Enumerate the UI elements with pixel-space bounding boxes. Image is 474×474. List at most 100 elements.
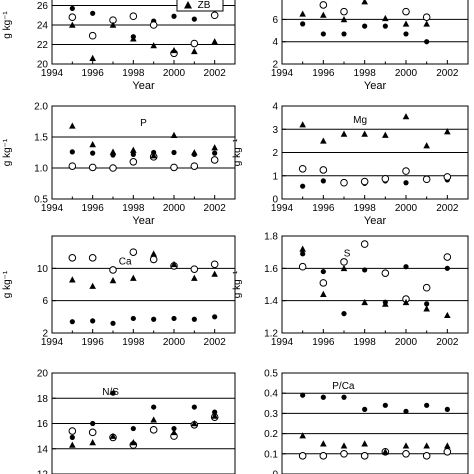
x-tick-label: 1998 [122, 68, 145, 79]
data-point-open-circle [149, 426, 158, 434]
plot-frame [281, 372, 469, 474]
panel-1: 20 22 24 26 1994 1996 1998 2000 2002 Year g kg⁻¹ ZB [2, 0, 236, 92]
data-point-triangle [382, 448, 389, 455]
panel-6: 1.2 1.4 1.6 1.8 1994 1996 1998 2000 2002 g kg⁻¹ S [232, 232, 469, 348]
data-point-triangle [89, 439, 96, 446]
data-point-open-circle [210, 11, 219, 20]
data-point-open-circle [149, 255, 158, 264]
data-point-filled-circle [130, 315, 136, 322]
y-tick-label: 2.0 [34, 102, 48, 113]
y-tick-label: 6 [42, 296, 48, 307]
data-point-triangle [89, 141, 96, 148]
panel-3: 0.5 1.0 1.5 2.0 1994 1996 1998 2000 2002 Year g kg… [2, 102, 236, 227]
x-tick-label: 2000 [163, 68, 186, 79]
data-point-triangle [69, 276, 76, 283]
data-point-triangle [320, 440, 327, 447]
data-point-filled-circle [444, 406, 450, 412]
data-point-triangle [150, 416, 157, 423]
x-tick-label: 2002 [204, 337, 227, 348]
data-point-open-circle [422, 452, 431, 460]
y-axis-label: g kg⁻¹ [232, 138, 243, 166]
y-tick-label: 0 [272, 470, 278, 474]
data-point-triangle [423, 20, 430, 27]
data-point-triangle [340, 442, 348, 449]
data-point-triangle [150, 250, 157, 257]
y-tick-label: 14 [37, 444, 49, 455]
data-point-filled-circle [110, 390, 116, 396]
data-point-triangle [382, 300, 389, 307]
y-axis-label: g kg⁻¹ [232, 270, 243, 298]
y-tick-label: 0.4 [264, 389, 278, 400]
data-point-filled-circle [424, 402, 430, 408]
y-tick-label: 18 [37, 394, 49, 405]
data-point-triangle [191, 420, 198, 427]
y-tick-label: 10 [37, 264, 49, 275]
data-point-triangle [382, 14, 389, 22]
plot-frame [281, 0, 469, 65]
data-point-filled-circle [300, 21, 306, 27]
data-point-filled-circle [191, 16, 197, 22]
data-point-triangle [211, 144, 218, 151]
data-point-filled-circle [424, 39, 430, 45]
x-axis-label: Year [132, 215, 155, 227]
data-point-open-circle [319, 1, 328, 9]
data-point-filled-circle [300, 392, 306, 398]
y-tick-label: 12 [37, 470, 49, 474]
data-point-triangle [69, 122, 76, 129]
data-point-filled-circle [212, 150, 218, 156]
y-tick-label: 26 [37, 1, 49, 12]
data-point-triangle [402, 298, 410, 306]
x-tick-label: 1994 [271, 337, 294, 348]
data-point-open-circle [129, 158, 138, 166]
y-tick-label: 0.5 [264, 369, 278, 380]
y-tick-label: 20 [37, 60, 49, 71]
data-point-triangle [69, 441, 76, 448]
x-tick-label: 2002 [204, 68, 227, 79]
data-point-triangle [130, 146, 137, 153]
x-tick-label: 1996 [312, 68, 335, 79]
data-point-open-circle [88, 163, 97, 172]
data-point-triangle [191, 274, 198, 281]
x-tick-label: 2000 [395, 68, 418, 79]
data-point-open-circle [129, 12, 138, 21]
data-point-open-circle [210, 260, 219, 269]
data-point-open-circle [402, 167, 410, 175]
x-tick-label: 1994 [271, 203, 294, 214]
panel-4: 0 1 2 3 4 1994 1996 1998 2000 2002 Year g kg⁻¹ Mg [232, 102, 469, 227]
data-point-open-circle [129, 248, 138, 256]
data-point-filled-circle [90, 10, 96, 16]
data-point-open-circle [443, 173, 452, 181]
x-tick-label: 2002 [204, 203, 227, 214]
data-point-filled-circle [171, 315, 177, 322]
x-axis-label: Year [364, 215, 387, 227]
data-point-filled-circle [300, 183, 306, 189]
y-tick-label: 24 [37, 21, 49, 32]
data-point-open-circle [443, 447, 452, 456]
data-point-open-circle [381, 269, 390, 277]
y-tick-label: 0.3 [264, 409, 278, 420]
data-point-open-circle [68, 13, 77, 22]
x-tick-label: 1998 [122, 337, 145, 348]
y-tick-label: 1.0 [34, 164, 48, 175]
y-axis-label: g kg⁻¹ [2, 138, 13, 166]
x-axis-label: Year [132, 80, 155, 92]
x-tick-label: 2002 [436, 68, 459, 79]
data-point-filled-circle [69, 434, 75, 440]
y-tick-label: 22 [37, 40, 49, 51]
data-point-open-circle [381, 174, 390, 183]
x-axis-label: Year [364, 80, 387, 92]
panel-title: P [140, 118, 147, 129]
y-tick-label: 1 [272, 171, 278, 182]
data-point-triangle [109, 21, 117, 28]
data-point-filled-circle [341, 394, 347, 400]
data-point-filled-circle [320, 394, 326, 400]
data-point-open-circle [88, 31, 97, 40]
y-tick-label: 3 [272, 125, 278, 136]
y-tick-label: 6 [272, 15, 278, 26]
data-point-triangle [299, 10, 306, 17]
data-point-triangle [320, 11, 327, 18]
x-tick-label: 2000 [395, 337, 418, 348]
panel-title: Ca [119, 256, 132, 267]
data-point-filled-circle [212, 314, 218, 320]
data-point-triangle [211, 412, 218, 419]
